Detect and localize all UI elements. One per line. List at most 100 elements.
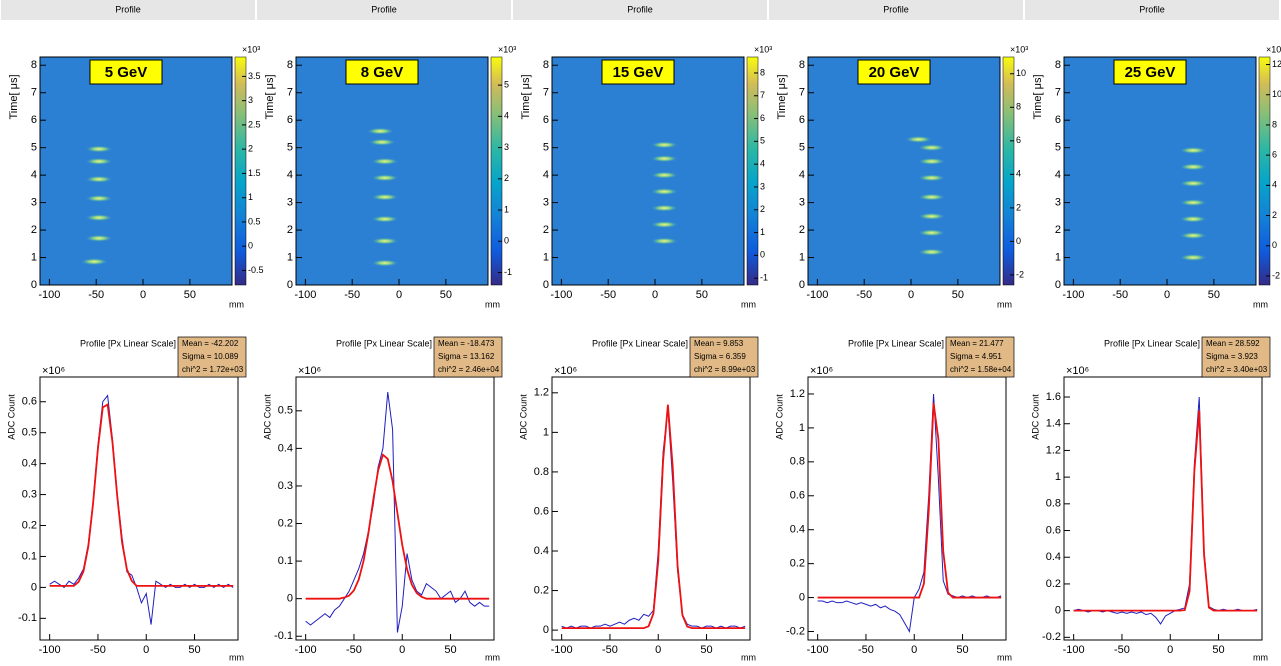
y-tick-label: 2 xyxy=(287,224,293,236)
plot-area xyxy=(807,56,1001,286)
stats-line: chi^2 = 8.99e+03 xyxy=(694,365,756,374)
plot-area xyxy=(807,376,1007,641)
y-tick-label: 4 xyxy=(31,169,37,181)
y-multiplier: ×10⁶ xyxy=(42,365,65,377)
stats-box xyxy=(433,336,503,378)
y-tick-label: 7 xyxy=(543,87,549,99)
colorbar-multiplier: ×10³ xyxy=(242,44,260,54)
y-tick-label: 8 xyxy=(543,59,549,71)
stats-line: Mean = 28.592 xyxy=(1206,339,1260,348)
y-tick-label: 5 xyxy=(1055,142,1061,154)
stats-line: Sigma = 13.162 xyxy=(438,352,495,361)
colorbar-tick-label: 2 xyxy=(1272,210,1277,220)
hot-spot xyxy=(1179,215,1208,223)
stats-line: Mean = 21.477 xyxy=(950,339,1004,348)
colorbar-tick-label: 5 xyxy=(760,136,765,146)
hot-spot xyxy=(85,214,114,222)
x-tick-label: -100 xyxy=(38,289,60,301)
y-tick-label: -0.1 xyxy=(274,630,293,642)
y-axis-label: ADC Count xyxy=(262,394,272,440)
stats-line: Sigma = 6.359 xyxy=(694,352,746,361)
colorbar-tick-label: 1 xyxy=(504,204,509,214)
y-tick-label: 0 xyxy=(543,624,549,636)
y-tick-label: 1.4 xyxy=(1046,418,1061,430)
y-tick-label: 0.1 xyxy=(22,550,37,562)
y-multiplier: ×10⁶ xyxy=(298,365,321,377)
y-tick-label: 2 xyxy=(31,224,37,236)
y-tick-label: 2 xyxy=(799,224,805,236)
colorbar-tick-label: 2 xyxy=(1016,202,1021,212)
data-line xyxy=(305,391,490,633)
y-tick-label: 0 xyxy=(543,279,549,291)
x-tick-label: 50 xyxy=(956,644,968,656)
y-tick-label: 6 xyxy=(31,114,37,126)
x-tick-label: 0 xyxy=(1167,644,1173,656)
y-tick-label: 0.4 xyxy=(790,524,805,536)
hot-spot xyxy=(917,174,946,182)
hot-spot xyxy=(85,157,114,165)
y-tick-label: 8 xyxy=(287,59,293,71)
hot-spot xyxy=(370,174,399,182)
y-tick-label: 2 xyxy=(543,224,549,236)
colorbar-multiplier: ×10³ xyxy=(754,44,772,54)
label-box xyxy=(345,59,419,85)
colorbar-tick-label: 2 xyxy=(760,204,765,214)
hot-spot xyxy=(917,157,946,165)
y-tick-label: 7 xyxy=(799,87,805,99)
hot-spot xyxy=(85,175,114,183)
y-tick-label: 0.8 xyxy=(790,456,805,468)
plot-area xyxy=(551,56,745,286)
y-tick-label: 0.6 xyxy=(1046,524,1061,536)
stats-line: Mean = 9.853 xyxy=(694,339,744,348)
x-tick-label: 50 xyxy=(1212,644,1224,656)
x-axis-label: mm xyxy=(229,652,244,662)
y-tick-label: 1.2 xyxy=(534,387,549,399)
y-tick-label: 0.6 xyxy=(790,490,805,502)
colorbar-tick-label: -2 xyxy=(1272,270,1280,280)
y-tick-label: -0.1 xyxy=(18,612,37,624)
colorbar-tick-label: 3 xyxy=(504,142,509,152)
x-tick-label: -50 xyxy=(600,289,616,301)
y-tick-label: 3 xyxy=(1055,196,1061,208)
colorbar-tick-label: 1 xyxy=(248,192,253,202)
y-tick-label: 0 xyxy=(799,279,805,291)
hot-spot xyxy=(650,155,679,163)
y-tick-label: 5 xyxy=(287,142,293,154)
x-axis-label: mm xyxy=(485,299,500,309)
x-tick-label: -50 xyxy=(858,644,874,656)
hot-spot xyxy=(1179,254,1208,262)
chart-title: Profile [Px Linear Scale] xyxy=(592,338,688,348)
hot-spot xyxy=(80,258,109,266)
hot-spot xyxy=(368,138,397,146)
y-tick-label: -0.2 xyxy=(786,625,805,637)
y-tick-label: 2 xyxy=(1055,224,1061,236)
hot-spot xyxy=(1179,179,1208,187)
y-multiplier: ×10⁶ xyxy=(810,365,833,377)
x-tick-label: 50 xyxy=(444,644,456,656)
stats-line: chi^2 = 1.72e+03 xyxy=(182,365,244,374)
hot-spot xyxy=(1179,163,1208,171)
chart-title: Profile xyxy=(627,4,653,14)
energy-label: 15 GeV xyxy=(613,64,664,81)
y-tick-label: 1 xyxy=(543,251,549,263)
y-tick-label: 3 xyxy=(287,196,293,208)
hot-spot xyxy=(917,144,946,152)
colorbar-tick-label: 12 xyxy=(1272,59,1281,69)
fit-line xyxy=(305,453,490,600)
colorbar xyxy=(1002,56,1015,286)
y-tick-label: 0.2 xyxy=(534,584,549,596)
y-tick-label: 1 xyxy=(799,251,805,263)
y-tick-label: 1.2 xyxy=(1046,444,1061,456)
colorbar-multiplier: ×10³ xyxy=(1010,44,1028,54)
colorbar-tick-label: 10 xyxy=(1272,89,1281,99)
x-tick-label: 0 xyxy=(399,644,405,656)
stats-line: Sigma = 10.089 xyxy=(182,352,239,361)
colorbar-tick-label: 2 xyxy=(504,173,509,183)
y-tick-label: 5 xyxy=(31,142,37,154)
hot-spot xyxy=(85,194,114,202)
y-tick-label: 1 xyxy=(1055,251,1061,263)
hot-spot xyxy=(650,141,679,149)
y-tick-label: 6 xyxy=(799,114,805,126)
x-tick-label: 0 xyxy=(655,644,661,656)
x-tick-label: 50 xyxy=(952,289,964,301)
